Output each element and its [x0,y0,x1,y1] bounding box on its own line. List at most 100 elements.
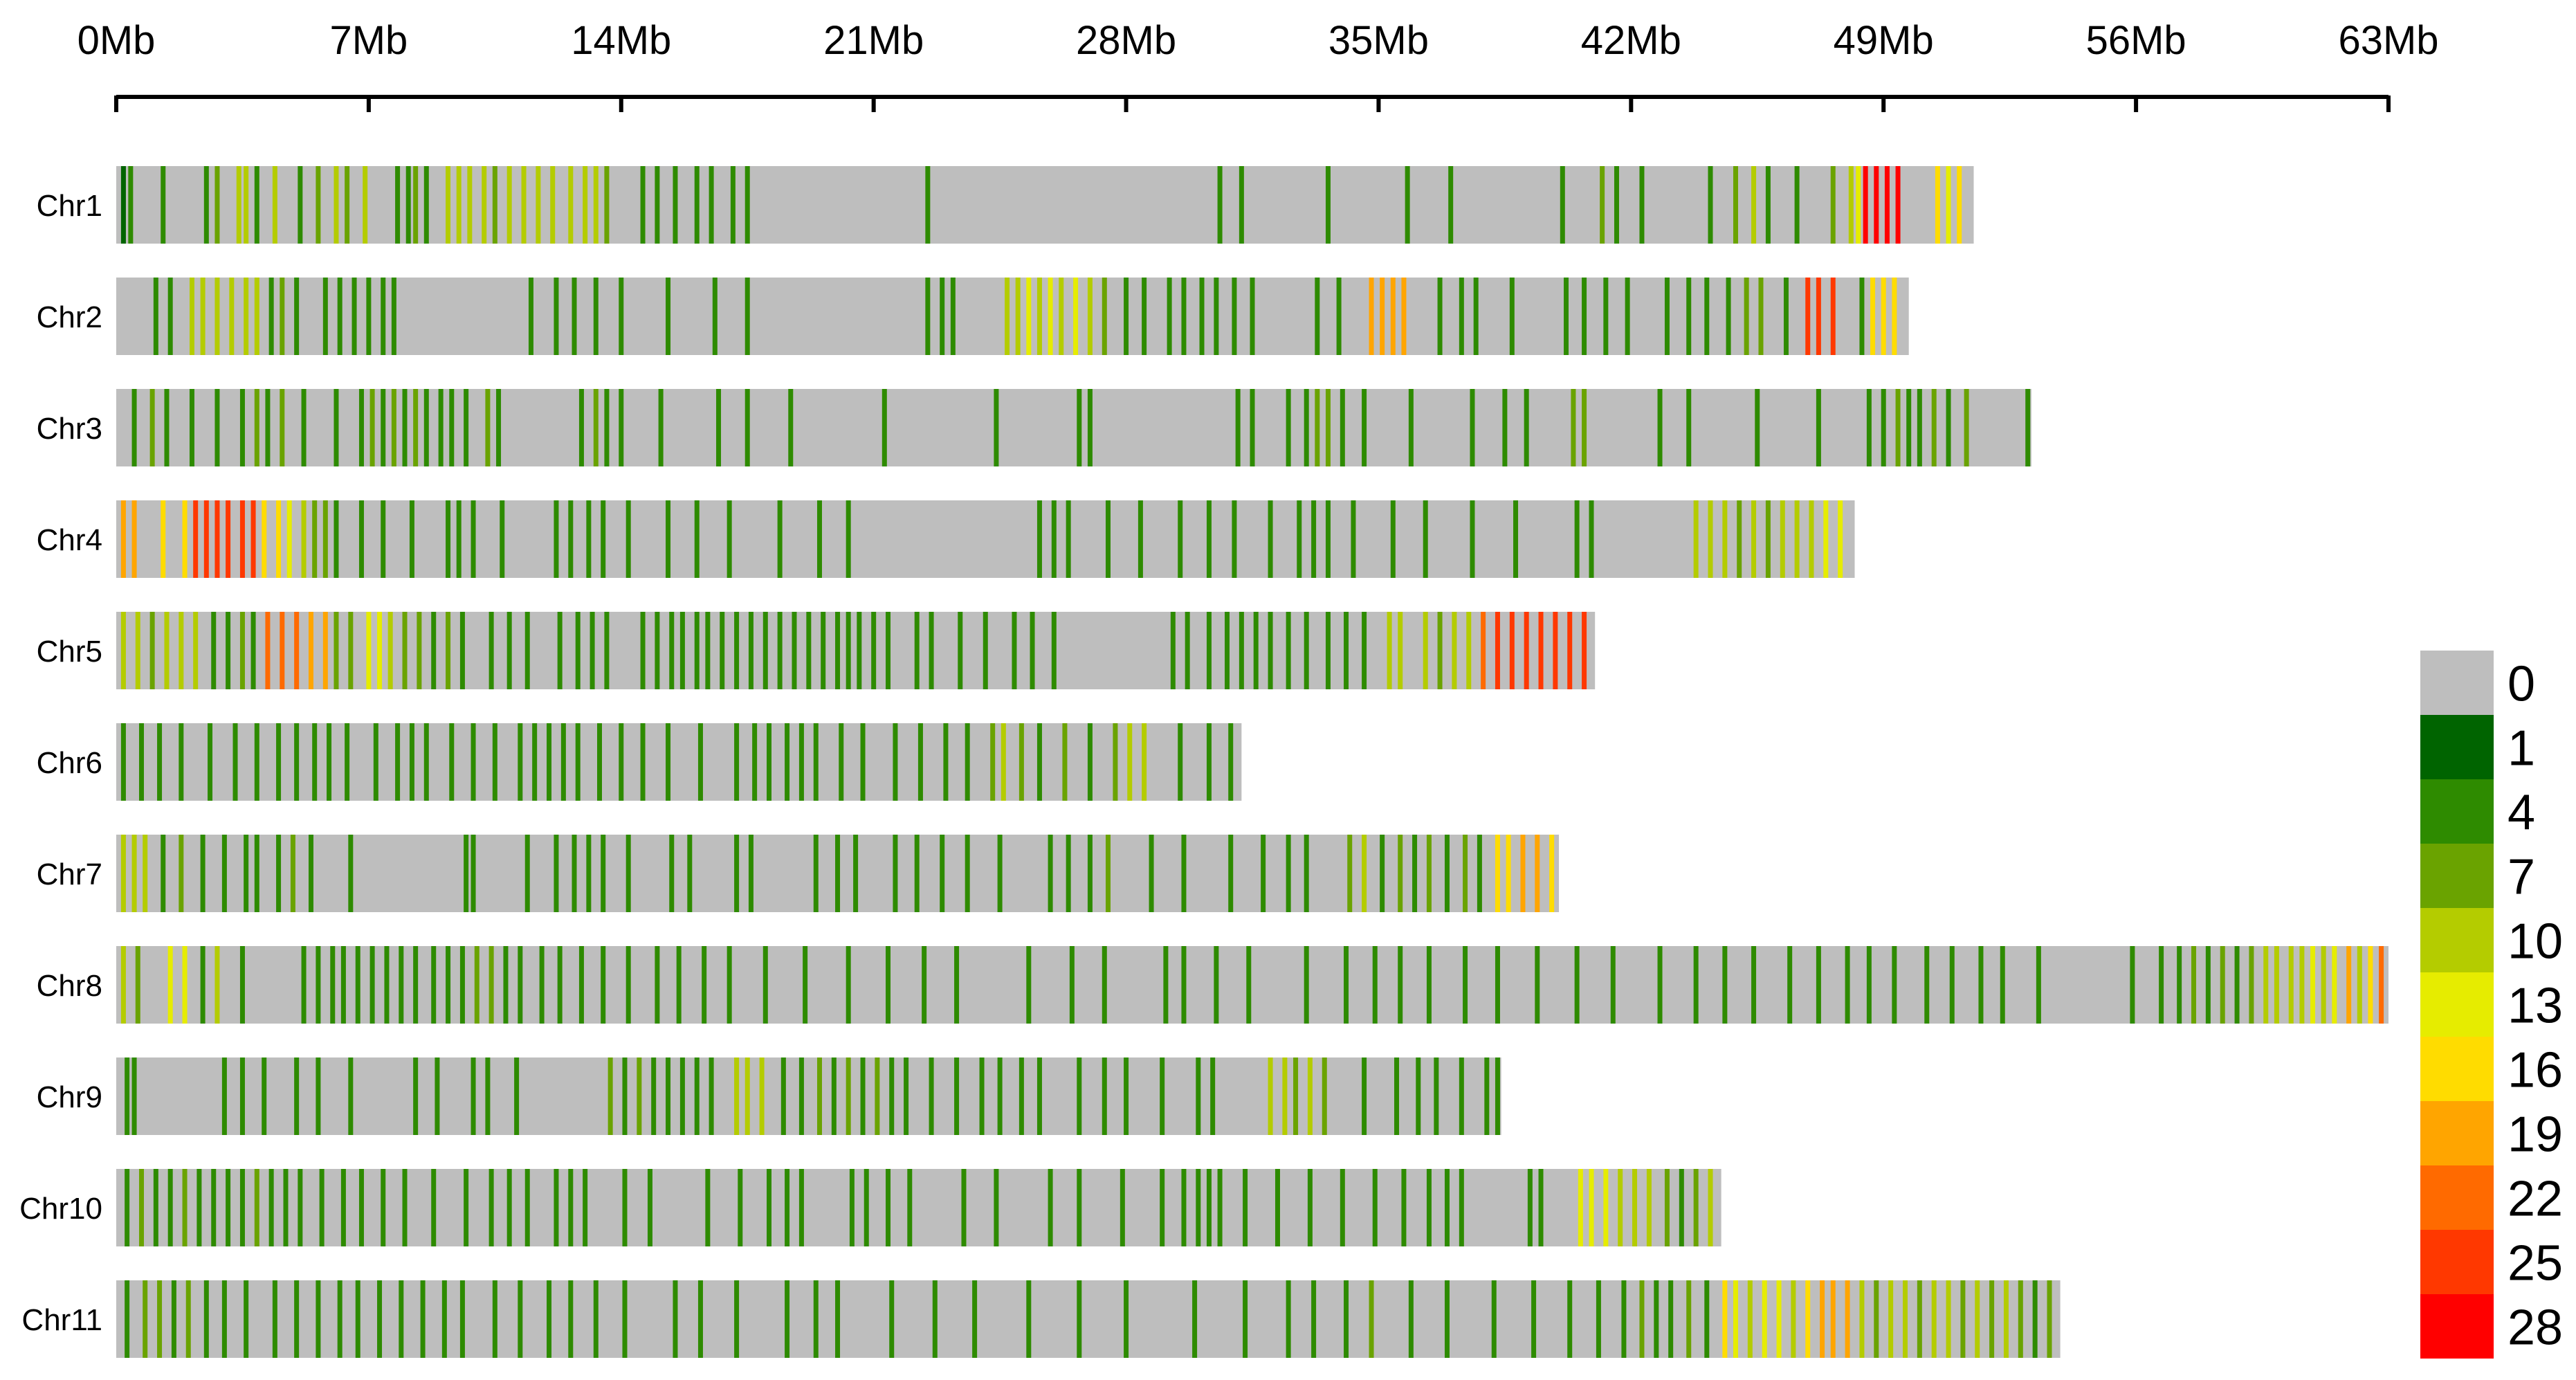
density-mark [135,612,140,689]
density-mark [1105,835,1111,912]
density-mark [860,723,866,801]
density-mark [189,278,194,355]
density-mark [280,389,285,466]
density-mark [471,1057,476,1135]
density-mark [622,1280,628,1358]
density-mark [524,1169,530,1246]
density-mark [554,1169,559,1246]
density-mark [1881,278,1886,355]
density-mark [839,723,844,801]
legend-swatch [2420,779,2494,844]
density-mark [524,612,530,689]
density-mark [965,835,970,912]
density-mark [846,946,851,1024]
density-mark [568,1169,574,1246]
density-mark [1232,500,1237,578]
density-mark [120,946,126,1024]
density-mark [788,389,794,466]
density-mark [1755,389,1760,466]
density-mark [1964,389,1969,466]
density-mark [413,946,419,1024]
density-mark [1693,1169,1699,1246]
density-mark [2310,946,2316,1024]
density-mark [423,723,429,801]
density-mark [1268,500,1273,578]
density-mark [1048,1169,1053,1246]
density-mark [835,835,841,912]
x-tick-label: 28Mb [1076,18,1176,63]
density-mark [554,278,559,355]
density-mark [1473,278,1479,355]
density-mark [1567,612,1573,689]
density-mark [821,612,826,689]
density-mark [409,500,414,578]
density-mark [1426,835,1432,912]
density-mark [1625,278,1630,355]
x-tick-label: 21Mb [823,18,924,63]
density-mark [601,835,606,912]
density-mark [1340,389,1345,466]
density-mark [1069,946,1075,1024]
density-mark [965,723,970,801]
density-mark [488,1169,494,1246]
density-mark [1787,946,1793,1024]
density-mark [254,723,259,801]
density-mark [2032,1280,2038,1358]
density-mark [1120,1169,1125,1246]
chromosome-label: Chr9 [37,1080,102,1114]
density-mark [1603,1169,1609,1246]
density-mark [1228,723,1234,801]
density-mark [272,1280,277,1358]
density-mark [1448,166,1454,244]
density-mark [881,389,887,466]
density-mark [578,946,584,1024]
chromosome-label: Chr11 [21,1303,102,1337]
legend-swatch [2420,1037,2494,1101]
density-mark [1401,278,1407,355]
density-mark [886,946,891,1024]
density-mark [488,612,494,689]
density-mark [679,1057,685,1135]
density-mark [831,1057,837,1135]
density-mark [640,612,646,689]
density-mark [334,500,339,578]
density-mark [1018,723,1024,801]
density-mark [720,612,725,689]
density-mark [1059,278,1064,355]
density-mark [1160,1057,1165,1135]
density-mark [1351,500,1356,578]
density-mark [464,389,469,466]
density-mark [384,946,390,1024]
density-mark [734,1057,740,1135]
density-mark [777,612,783,689]
density-mark [1293,1057,1299,1135]
density-mark [1830,166,1836,244]
density-mark [1726,278,1731,355]
density-mark [120,835,126,912]
density-mark [655,612,660,689]
density-mark [330,946,336,1024]
density-mark [244,166,249,244]
chromosome-bar [116,500,1855,578]
density-mark [125,1057,130,1135]
chromosome-chr6: Chr6 [37,723,1242,801]
density-mark [1957,166,1962,244]
density-mark [149,612,155,689]
density-mark [1531,1280,1537,1358]
density-mark [363,166,368,244]
density-mark [294,612,300,689]
legend-label: 13 [2508,979,2563,1034]
density-mark [1935,166,1940,244]
density-mark [377,1280,383,1358]
density-mark [705,1169,711,1246]
density-mark [272,166,277,244]
density-mark [1931,389,1937,466]
density-mark [785,1169,790,1246]
density-mark [816,1057,822,1135]
density-mark [1124,1057,1129,1135]
density-mark [1426,946,1432,1024]
density-mark [189,389,194,466]
density-mark [488,946,494,1024]
density-mark [647,1169,652,1246]
density-mark [1178,723,1183,801]
